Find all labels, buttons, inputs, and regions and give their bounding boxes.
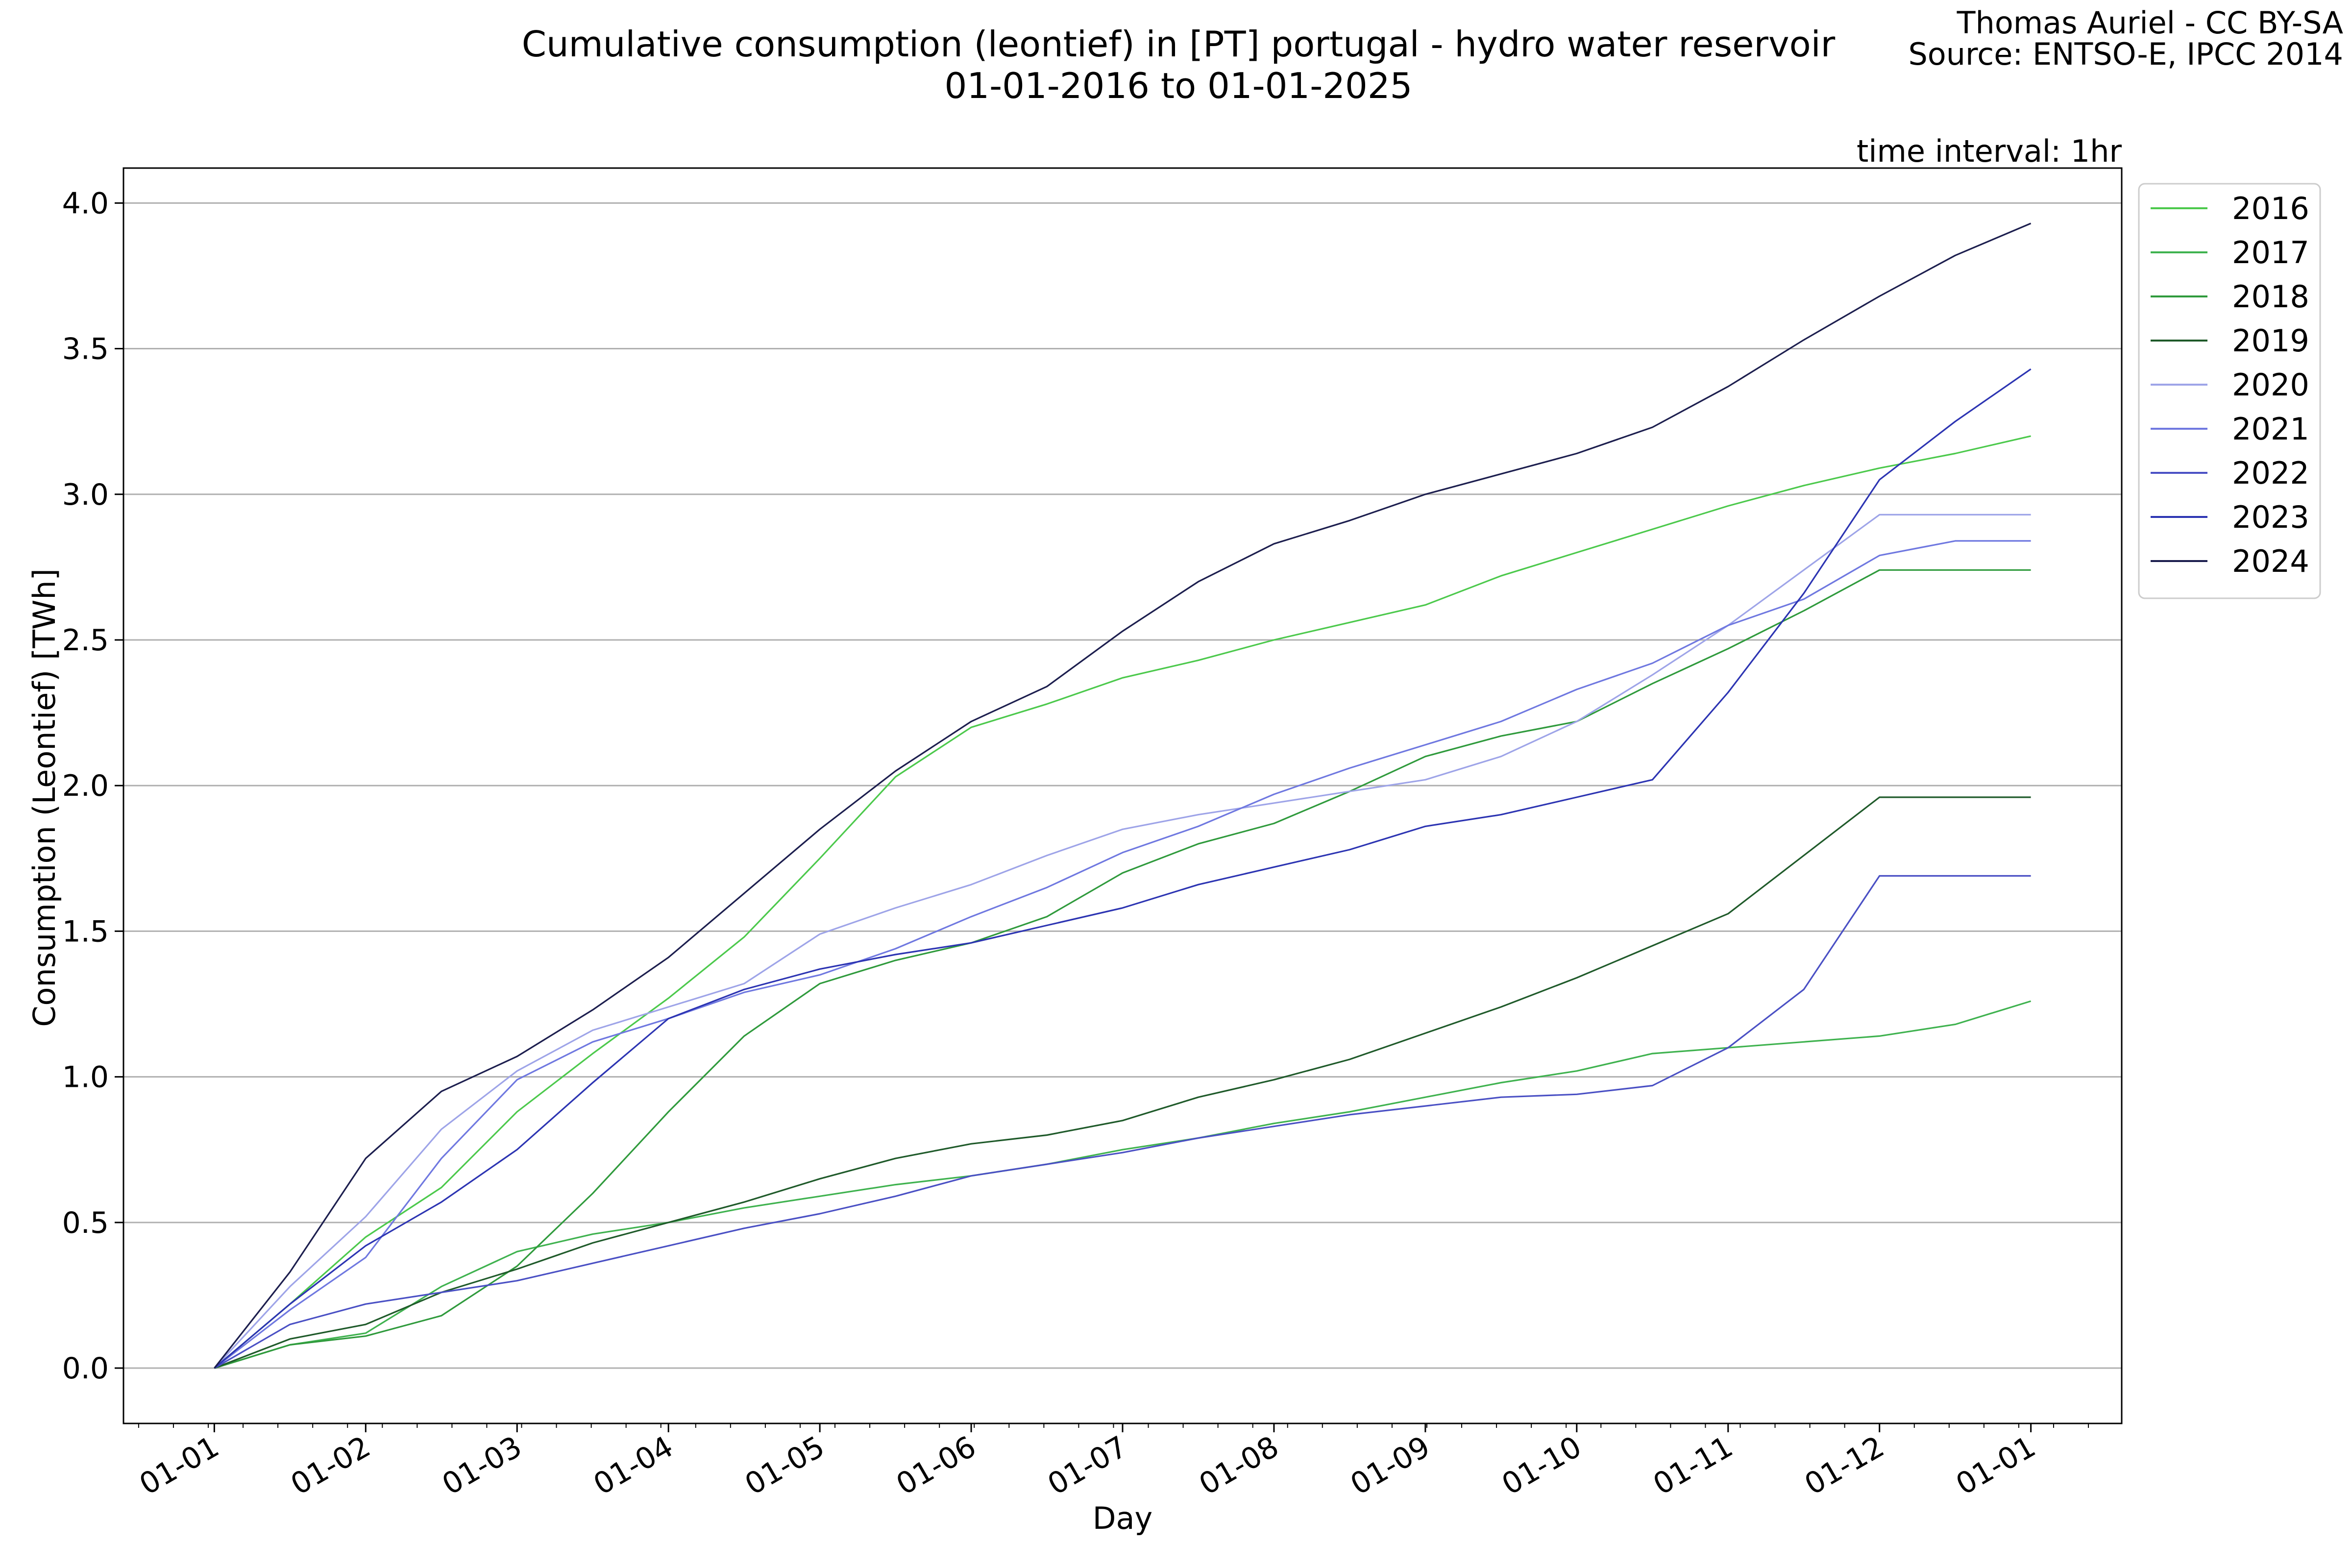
legend-label: 2021 <box>2232 411 2309 447</box>
series-line-2022 <box>214 875 2031 1369</box>
series-line-2017 <box>214 1000 2032 1369</box>
y-tick-label: 2.0 <box>62 769 109 803</box>
x-tick-label: 01-10 <box>1496 1429 1587 1502</box>
x-tick-label: 01-11 <box>1647 1429 1739 1502</box>
y-tick-label: 1.0 <box>62 1060 109 1095</box>
x-tick-label: 01-06 <box>891 1429 982 1502</box>
credit-source: Source: ENTSO-E, IPCC 2014 <box>1908 36 2343 72</box>
x-tick-label: 01-09 <box>1345 1429 1436 1502</box>
legend-label: 2018 <box>2232 279 2309 315</box>
series-line-2023 <box>214 368 2032 1369</box>
x-tick-label: 01-04 <box>588 1429 679 1502</box>
series-line-2020 <box>214 514 2031 1369</box>
time-interval-note: time interval: 1hr <box>1857 133 2122 169</box>
y-tick-label: 1.5 <box>62 914 109 949</box>
series-layer <box>214 222 2032 1369</box>
x-tick-label: 01-08 <box>1193 1429 1284 1502</box>
legend-label: 2017 <box>2232 235 2309 270</box>
x-tick-label: 01-01 <box>1950 1429 2041 1502</box>
x-axis-label: Day <box>1093 1500 1152 1536</box>
legend-label: 2020 <box>2232 367 2309 403</box>
x-tick-label: 01-02 <box>285 1429 376 1502</box>
legend-label: 2016 <box>2232 191 2309 226</box>
x-tick-label: 01-01 <box>134 1429 225 1502</box>
legend-label: 2022 <box>2232 455 2309 491</box>
y-tick-label: 3.5 <box>62 332 109 367</box>
y-axis: 0.0 0.5 1.0 1.5 2.0 2.5 3.0 3.5 4.0 <box>62 186 123 1386</box>
x-tick-label: 01-03 <box>437 1429 528 1502</box>
series-line-2018 <box>214 569 2031 1369</box>
y-tick-label: 4.0 <box>62 186 109 220</box>
legend: 2016 2017 2018 2019 2020 2021 2022 2023 2024 <box>2138 183 2321 599</box>
legend-label: 2024 <box>2232 543 2309 579</box>
y-axis-label: Consumption (Leontief) [TWh] <box>26 568 62 1027</box>
y-tick-label: 2.5 <box>62 623 109 658</box>
series-line-2024 <box>214 222 2032 1369</box>
plot-area <box>122 167 2123 1424</box>
chart-title-line1: Cumulative consumption (leontief) in [PT… <box>522 24 1836 65</box>
x-tick-label: 01-12 <box>1799 1429 1890 1502</box>
grid-lines <box>123 202 2122 1369</box>
credit-author: Thomas Auriel - CC BY-SA <box>1957 5 2343 41</box>
legend-label: 2023 <box>2232 499 2309 535</box>
series-line-2016 <box>214 435 2031 1369</box>
series-line-2019 <box>214 796 2031 1369</box>
series-line-2021 <box>214 540 2031 1369</box>
legend-label: 2019 <box>2232 323 2309 359</box>
y-tick-label: 3.0 <box>62 478 109 512</box>
x-tick-label: 01-05 <box>739 1429 831 1502</box>
x-tick-label: 01-07 <box>1042 1429 1133 1502</box>
legend-box <box>2138 183 2321 599</box>
chart-title-line2: 01-01-2016 to 01-01-2025 <box>945 65 1413 106</box>
y-tick-label: 0.0 <box>62 1351 109 1386</box>
y-tick-label: 0.5 <box>62 1206 109 1240</box>
x-axis: 01-01 01-02 01-03 01-04 01-05 01-06 01-07 01-08… <box>134 1423 2089 1502</box>
